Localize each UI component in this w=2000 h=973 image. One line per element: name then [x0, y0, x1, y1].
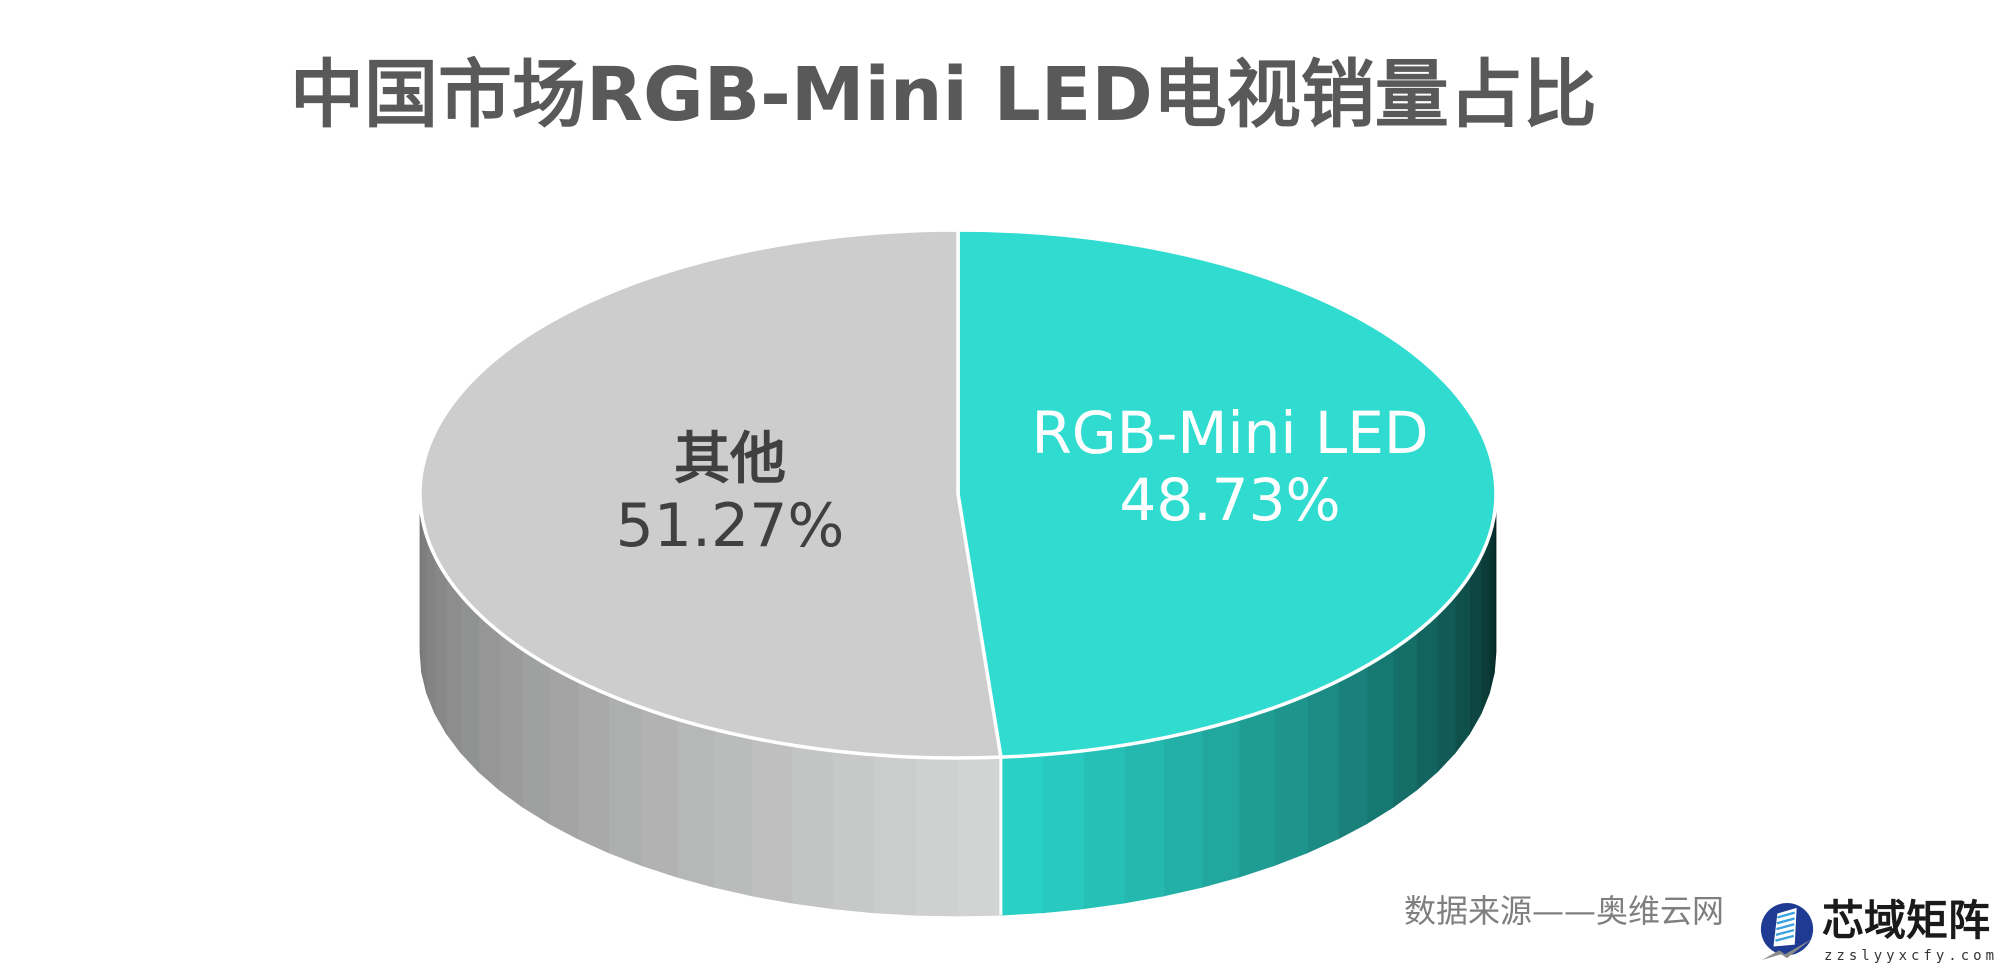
slice-name-other: 其他: [674, 427, 786, 492]
pie-slice-rgb-mini-led: [956, 228, 1498, 759]
slice-value-other: 51.27%: [615, 491, 845, 562]
slice-value-rgb-mini-led: 48.73%: [1119, 465, 1341, 534]
pie-side-walls: [419, 493, 1497, 917]
slice-label-other: 其他 51.27%: [580, 427, 880, 562]
slice-name-rgb-mini-led: RGB-Mini LED: [1031, 399, 1429, 467]
data-source-note: 数据来源——奥维云网: [1404, 892, 1725, 930]
watermark-logo: 芯域矩阵 zzslyyxcfy.com: [1752, 896, 1997, 968]
chart-title: 中国市场RGB-Mini LED电视销量占比: [290, 52, 1597, 138]
watermark-name: 芯域矩阵: [1822, 896, 1991, 945]
building-logo-icon: [1760, 903, 1814, 961]
watermark-url: zzslyyxcfy.com: [1824, 948, 1999, 964]
pie-top-faces: [418, 228, 1498, 760]
pie-slice-other: [418, 228, 1003, 760]
slice-label-rgb-mini-led: RGB-Mini LED 48.73%: [990, 400, 1470, 533]
